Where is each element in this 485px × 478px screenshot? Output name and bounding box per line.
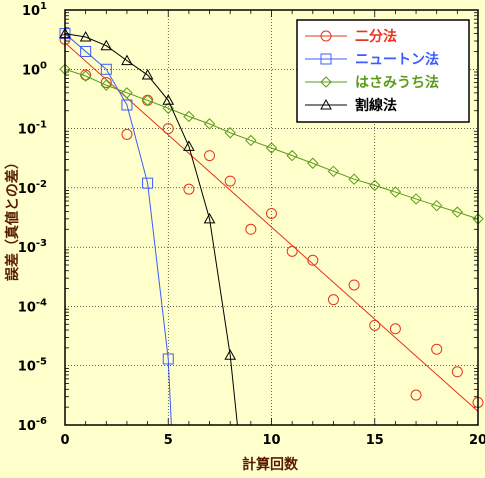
data-point-circle — [348, 279, 360, 291]
data-point-circle — [451, 366, 463, 378]
data-point-square — [80, 45, 92, 57]
series-line — [64, 68, 479, 220]
data-point-circle — [121, 128, 133, 140]
data-point-triangle — [100, 39, 113, 51]
data-point-diamond — [203, 118, 216, 130]
data-point-triangle — [162, 94, 175, 105]
data-point-triangle — [79, 31, 92, 42]
data-point-diamond — [369, 179, 381, 192]
series-layer — [59, 27, 484, 426]
data-point-square — [100, 63, 112, 75]
data-point-circle — [80, 69, 92, 81]
data-point-circle — [204, 150, 216, 162]
series-trend-line — [64, 42, 479, 412]
data-point-triangle — [320, 98, 332, 110]
legend-entry: ニュートン法 — [305, 51, 439, 68]
data-point-circle — [431, 343, 443, 355]
y-tick-label: 10-6 — [18, 416, 47, 434]
data-point-circle — [266, 207, 277, 219]
data-point-diamond — [121, 87, 133, 99]
data-point-diamond — [100, 79, 113, 91]
y-tick-label: 10-3 — [18, 238, 47, 256]
legend-label: 割線法 — [355, 97, 397, 114]
data-point-triangle — [183, 140, 195, 151]
legend-entry: 割線法 — [305, 97, 397, 114]
data-point-circle — [307, 254, 319, 266]
x-tick-label: 5 — [164, 433, 173, 448]
data-point-circle — [369, 319, 381, 331]
data-point-diamond — [265, 142, 278, 154]
data-point-diamond — [79, 70, 92, 82]
data-point-triangle — [224, 349, 237, 360]
data-point-diamond — [348, 173, 360, 185]
y-tick-label: 10-4 — [18, 297, 47, 315]
legend-label: 二分法 — [355, 28, 397, 45]
data-point-circle — [320, 30, 332, 42]
tick-labels: 0 5 10 15 20 101 100 10-1 10-2 10-3 10-4 10-5 10-6 — [18, 1, 485, 448]
data-point-circle — [410, 389, 422, 401]
data-point-diamond — [389, 186, 402, 198]
x-axis-label: 計算回数 — [242, 456, 299, 473]
x-tick-label: 15 — [366, 433, 384, 448]
data-point-diamond — [320, 76, 332, 88]
legend-entry: はさみうち法 — [305, 74, 439, 91]
data-point-diamond — [327, 165, 340, 178]
data-point-circle — [162, 123, 174, 135]
legend-label: ニュートン法 — [355, 51, 439, 68]
data-point-diamond — [286, 149, 298, 162]
data-point-diamond — [410, 193, 422, 205]
data-point-circle — [224, 175, 236, 187]
data-point-square — [162, 353, 174, 365]
data-point-diamond — [183, 110, 195, 123]
data-point-diamond — [224, 127, 236, 139]
data-point-triangle — [203, 212, 216, 224]
data-point-diamond — [430, 199, 443, 212]
data-point-square — [121, 99, 133, 111]
y-tick-label: 10-5 — [18, 357, 47, 375]
data-point-circle — [389, 323, 401, 335]
data-point-diamond — [245, 134, 257, 147]
plot-frame — [64, 9, 479, 426]
data-point-triangle — [141, 69, 154, 80]
data-point-circle — [183, 183, 195, 195]
y-tick-label: 100 — [22, 60, 47, 78]
legend-label: はさみうち法 — [355, 74, 439, 91]
series-line — [64, 33, 172, 426]
legend-entry: 二分法 — [305, 28, 397, 45]
series-line — [64, 33, 238, 426]
data-point-square — [142, 177, 154, 189]
series-1 — [59, 33, 484, 412]
data-point-circle — [327, 294, 339, 306]
x-tick-label: 20 — [469, 433, 485, 448]
data-point-triangle — [121, 54, 133, 66]
data-point-diamond — [451, 206, 464, 218]
data-point-diamond — [307, 157, 319, 169]
data-point-diamond — [141, 94, 154, 106]
data-point-circle — [245, 223, 257, 235]
y-tick-label: 10-2 — [18, 179, 47, 197]
y-tick-label: 10-1 — [18, 120, 47, 138]
series-4 — [59, 27, 238, 426]
x-tick-label: 0 — [60, 433, 69, 448]
series-3 — [59, 63, 484, 225]
x-tick-label: 10 — [262, 433, 280, 448]
data-point-square — [320, 53, 332, 65]
y-tick-label: 101 — [22, 1, 47, 19]
y-axis-label: 誤差（真値との差） — [4, 155, 21, 281]
data-point-circle — [286, 245, 298, 257]
